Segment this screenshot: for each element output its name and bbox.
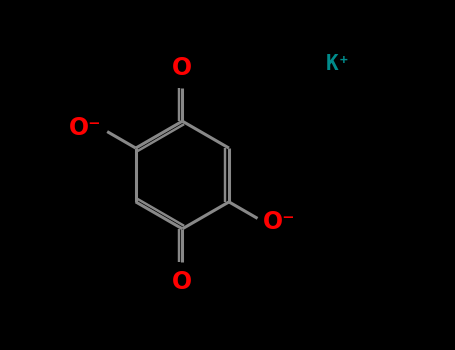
- Text: O⁻: O⁻: [69, 116, 102, 140]
- Text: K⁺: K⁺: [326, 54, 351, 74]
- Text: O: O: [172, 56, 192, 79]
- Text: O⁻: O⁻: [263, 210, 295, 234]
- Text: O: O: [172, 271, 192, 294]
